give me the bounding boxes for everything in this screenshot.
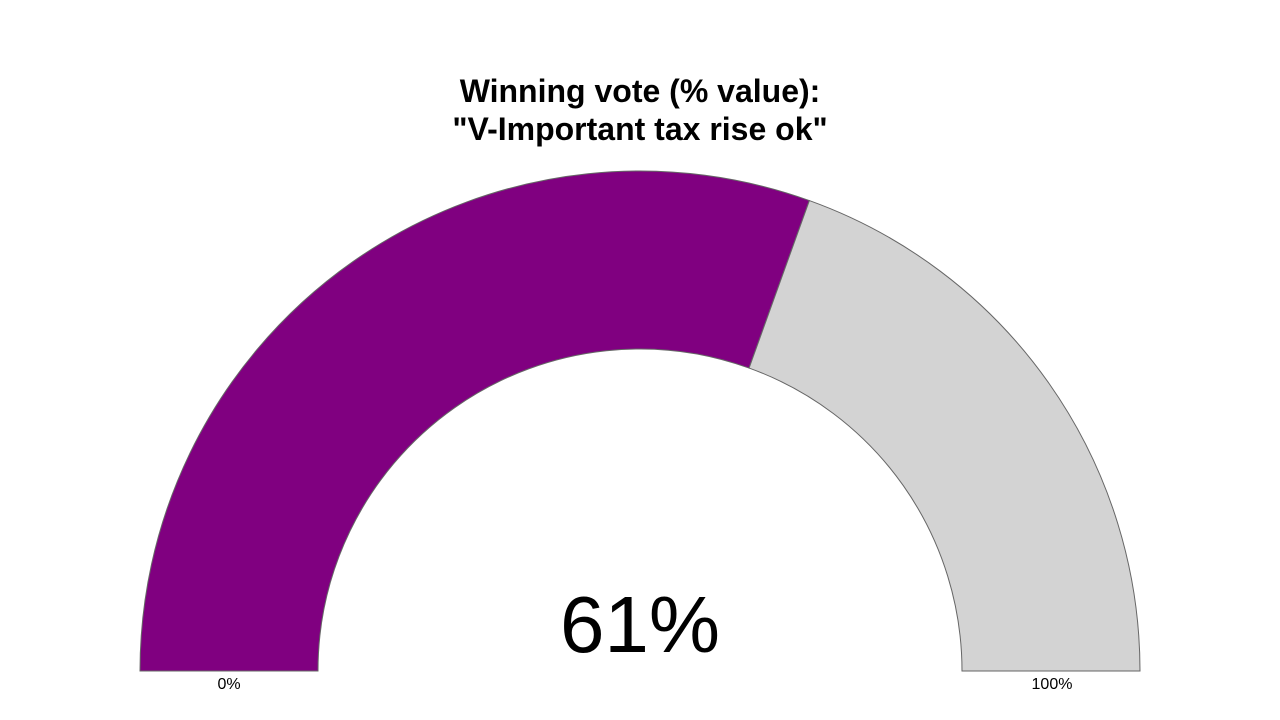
chart-title-line-2: "V-Important tax rise ok" [452, 111, 828, 147]
gauge-value-label: 61% [560, 580, 720, 669]
chart-title-line-1: Winning vote (% value): [459, 73, 821, 109]
gauge-max-label: 100% [1032, 676, 1073, 693]
gauge-min-label: 0% [217, 676, 240, 693]
chart-title: Winning vote (% value): "V-Important tax… [0, 72, 1280, 148]
gauge-remaining-arc [748, 199, 1141, 672]
gauge-filled-arc [139, 170, 811, 672]
